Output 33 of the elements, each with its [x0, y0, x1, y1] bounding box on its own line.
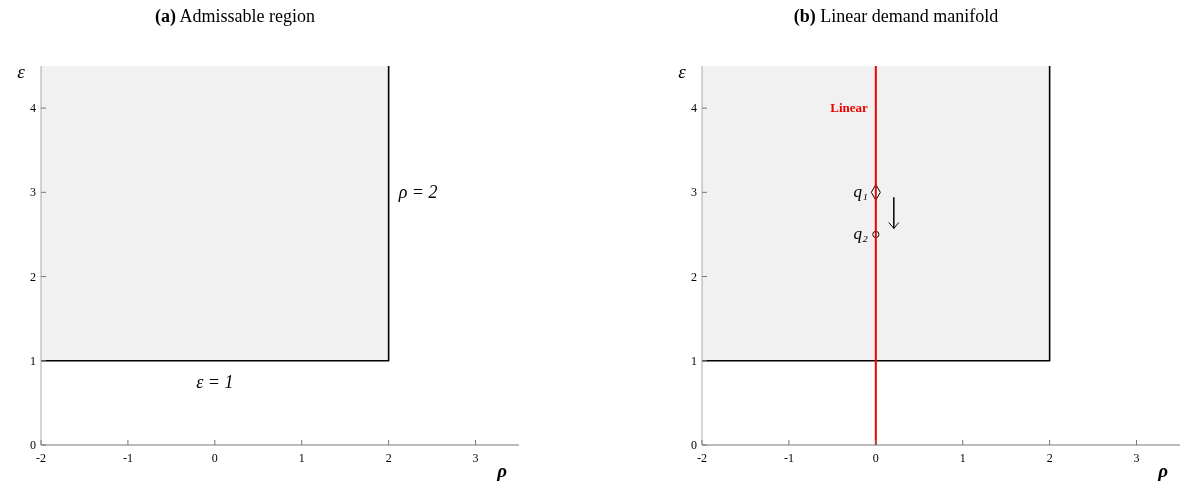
chart-title: (b) Linear demand manifold	[793, 6, 999, 27]
x-tick-label: 0	[872, 451, 879, 465]
y-tick-label: 3	[691, 185, 697, 200]
x-tick-label: 1	[959, 451, 966, 465]
series-label: q₁	[853, 182, 868, 202]
x-tick-label: 2	[1046, 451, 1053, 465]
x-tick-label: 3	[1133, 451, 1140, 465]
y-tick-label: 1	[30, 353, 36, 368]
y-tick-label: 4	[691, 101, 697, 116]
x-tick-label: 3	[472, 451, 479, 465]
x-tick-label: -1	[122, 451, 133, 465]
x-tick-label: -2	[36, 451, 46, 465]
y-axis-title: ε	[17, 61, 26, 82]
x-tick-label: 2	[385, 451, 392, 465]
x-tick-label: -2	[697, 451, 707, 465]
y-tick-label: 3	[30, 185, 36, 200]
y-tick-label: 1	[691, 353, 697, 368]
legend-label: q₂	[853, 224, 868, 244]
annotation: ρ = 2	[397, 182, 438, 203]
y-axis-title: ε	[678, 61, 687, 82]
x-axis-title: ρ	[1157, 460, 1169, 481]
x-axis-title: ρ	[496, 460, 508, 481]
y-tick-label: 0	[691, 438, 697, 452]
y-tick-label: 4	[30, 101, 36, 116]
x-tick-label: 0	[211, 451, 218, 465]
ref-line-label: Linear	[830, 100, 869, 116]
y-tick-label: 2	[30, 269, 36, 284]
chart-title: (a) Admissable region	[155, 6, 315, 27]
x-tick-label: -1	[783, 451, 794, 465]
y-tick-label: 2	[691, 269, 697, 284]
annotation: ε = 1	[196, 371, 234, 392]
x-tick-label: 1	[298, 451, 305, 465]
y-tick-label: 0	[30, 438, 36, 452]
